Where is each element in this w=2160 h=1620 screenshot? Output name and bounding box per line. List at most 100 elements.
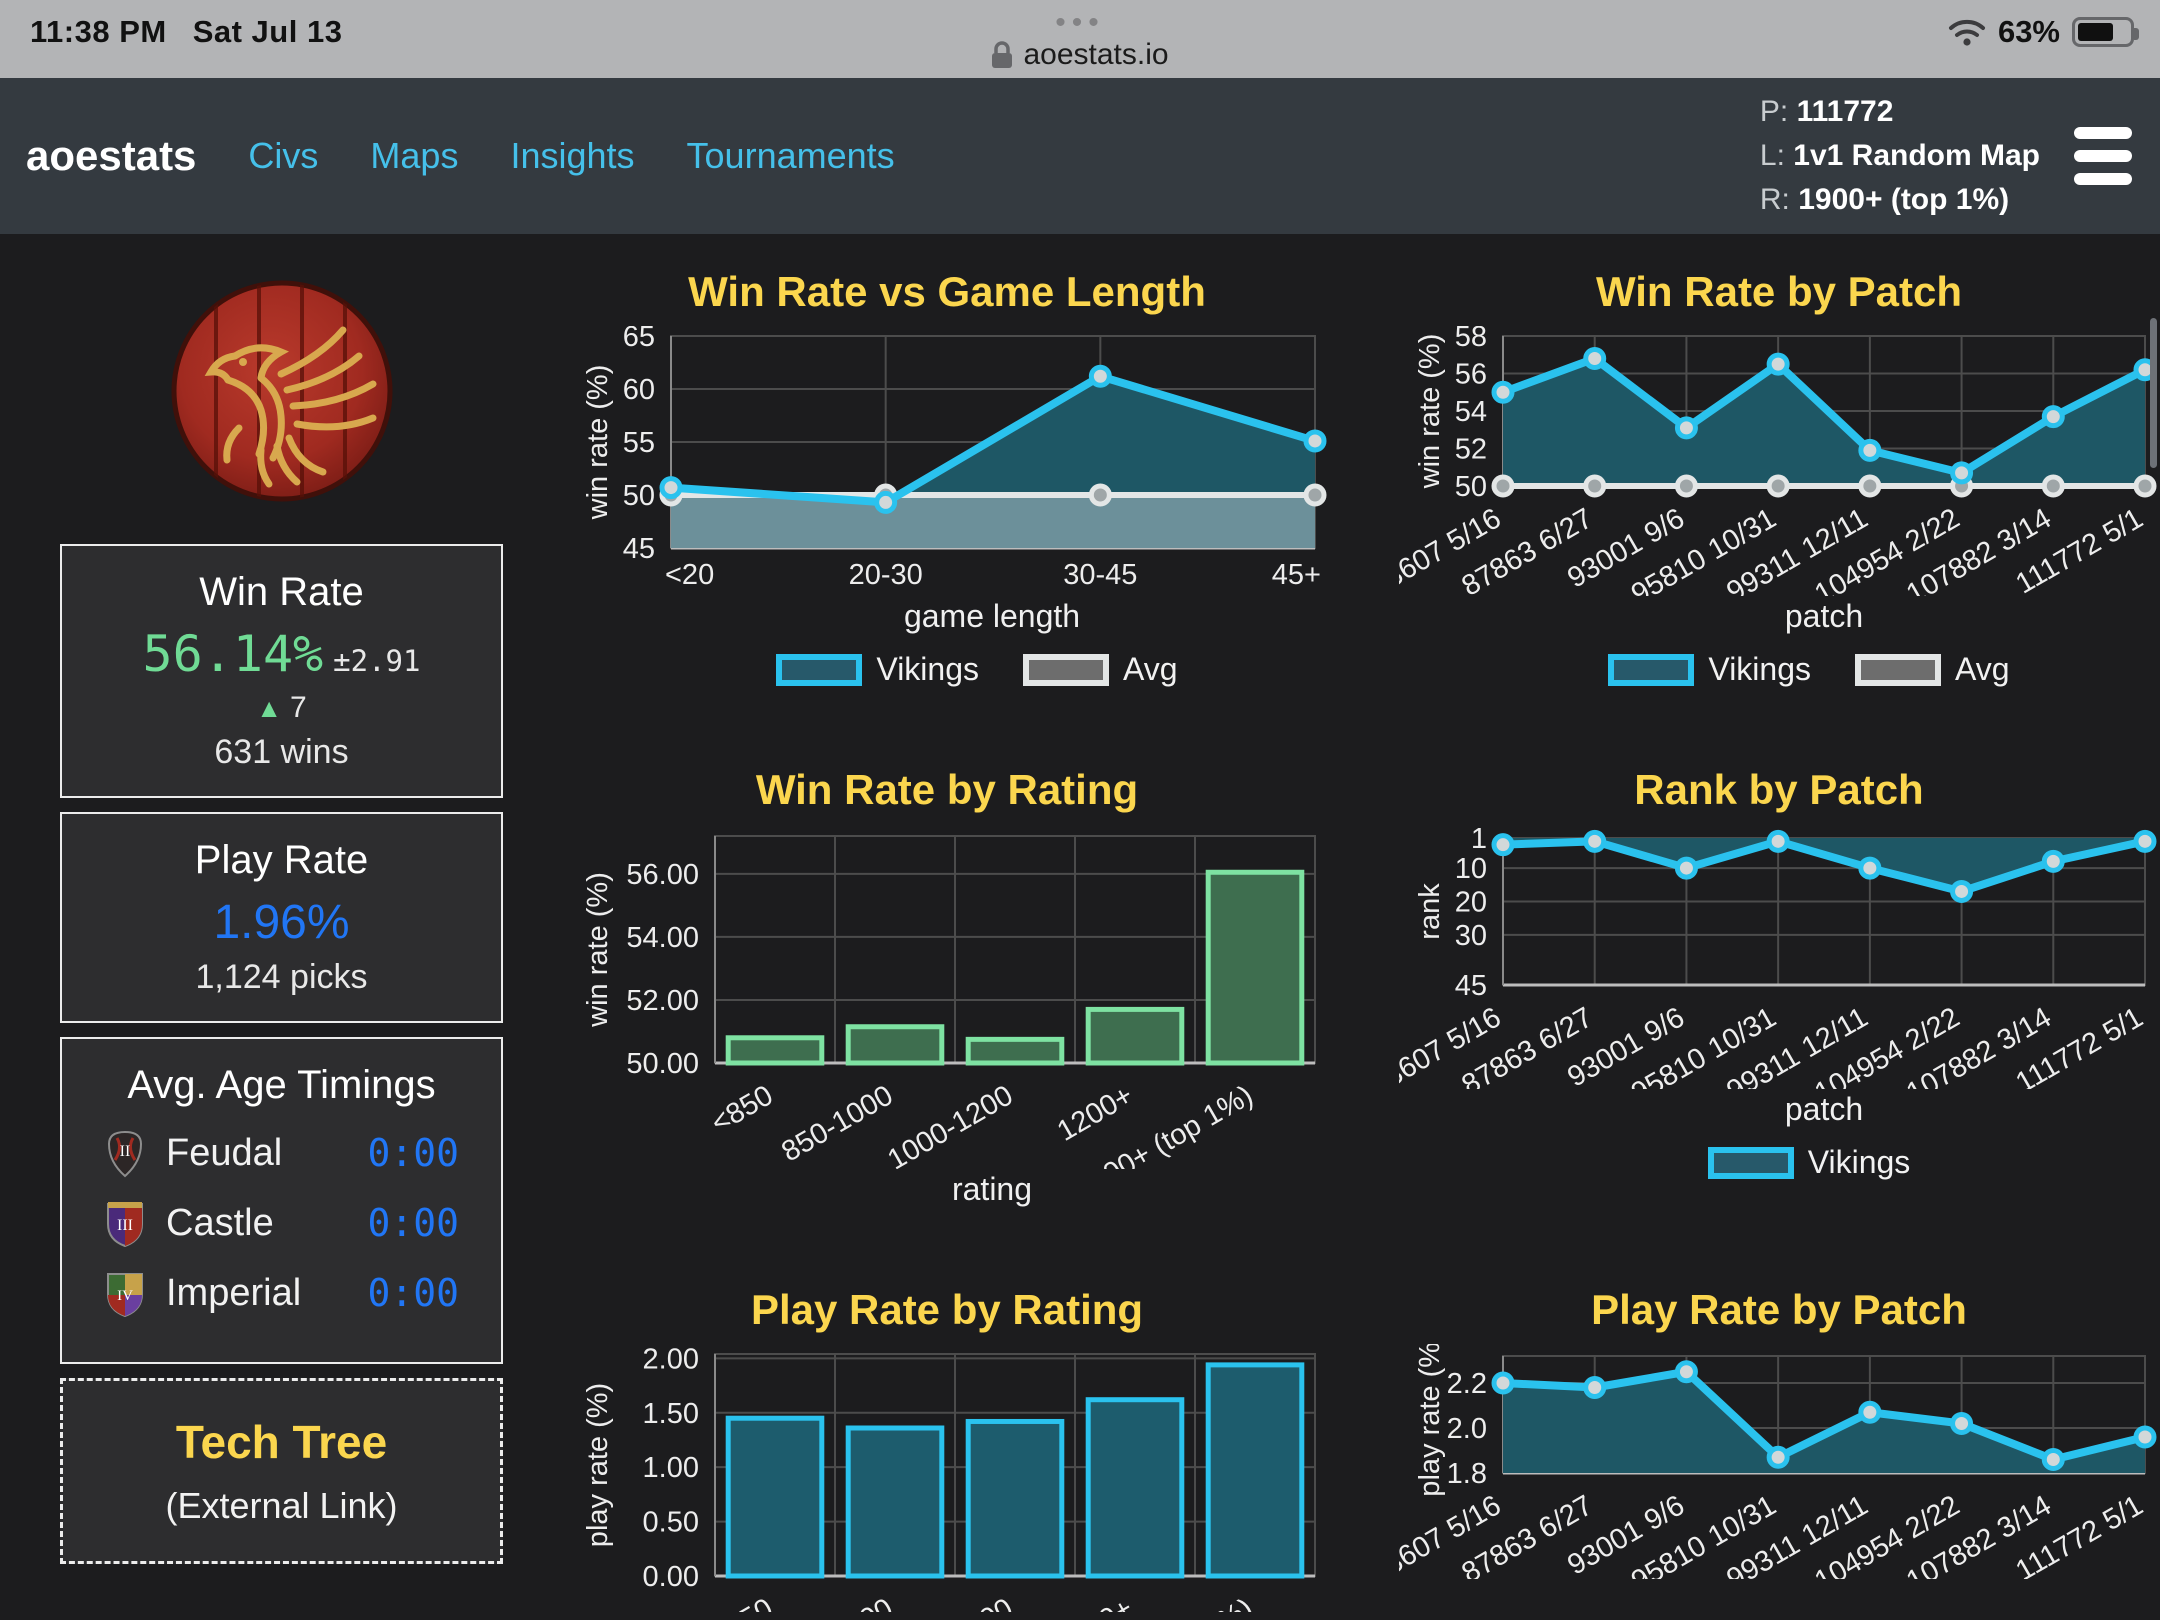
svg-text:30: 30	[1455, 920, 1487, 952]
chart-title: Win Rate vs Game Length	[688, 268, 1206, 315]
nav-link-maps[interactable]: Maps	[370, 135, 459, 176]
svg-text:54: 54	[1455, 396, 1487, 428]
play-rate-by-rating-plot[interactable]: 0.00 0.50 1.00 1.50 2.00 <850850-10001000-120…	[567, 1344, 1327, 1612]
chart-title: Rank by Patch	[1634, 766, 1924, 813]
chart-title: Win Rate by Rating	[755, 766, 1139, 813]
vikings-swatch	[1707, 1146, 1794, 1179]
wifi-icon	[1948, 19, 1985, 46]
svg-text:52.00: 52.00	[626, 985, 699, 1017]
chart-play-rate-by-patch: Play Rate by Patch 1.8 2.0 2.2 83607 5/16 87…	[1399, 1286, 2159, 1579]
tech-tree-title: Tech Tree	[175, 1416, 388, 1468]
win-rate-delta: ▲ 7	[256, 691, 307, 724]
avg-swatch	[1855, 653, 1941, 686]
svg-text:rank: rank	[1414, 883, 1446, 940]
chart-rank-by-patch: Rank by Patch 1 10 20 30 45 83607 5/16 87863 6…	[1399, 766, 2159, 1181]
svg-text:58: 58	[1455, 326, 1487, 353]
svg-text:65: 65	[623, 326, 655, 353]
svg-text:win rate (%): win rate (%)	[582, 872, 614, 1028]
svg-text:play rate (%): play rate (%)	[582, 1383, 614, 1547]
svg-text:45+: 45+	[1272, 559, 1321, 591]
win-rate-by-rating-plot[interactable]: 50.00 52.00 54.00 56.00 <850850-10001000-120…	[567, 824, 1327, 1169]
svg-text:45: 45	[1455, 970, 1487, 1002]
legend-item-vikings[interactable]: Vikings	[1608, 651, 1811, 688]
svg-text:play rate (%): play rate (%)	[1414, 1344, 1446, 1497]
address-bar[interactable]: aoestats.io	[0, 38, 2160, 72]
tab-overview-dots[interactable]: •••	[1055, 6, 1105, 39]
svg-text:50: 50	[623, 480, 655, 512]
age-timings-title: Avg. Age Timings	[127, 1063, 436, 1107]
x-axis-label: game length	[903, 598, 1081, 634]
svg-text:50: 50	[1455, 471, 1487, 503]
imperial-age-icon: IV	[107, 1273, 143, 1318]
svg-text:20: 20	[1455, 886, 1487, 918]
status-time-date: 11:38 PM Sat Jul 13	[30, 14, 342, 50]
vikings-swatch	[776, 653, 863, 686]
svg-text:10: 10	[1455, 853, 1487, 885]
x-axis-label: patch	[1784, 1091, 1864, 1127]
castle-age-row: III Castle 0:00	[76, 1198, 487, 1248]
castle-age-icon: III	[107, 1202, 143, 1248]
nav-link-civs[interactable]: Civs	[248, 135, 319, 176]
scrollbar[interactable]	[2150, 318, 2157, 468]
svg-text:1: 1	[1471, 824, 1487, 855]
svg-text:45: 45	[623, 533, 655, 565]
filter-rating: R: 1900+ (top 1%)	[1759, 183, 2010, 216]
svg-text:2.00: 2.00	[643, 1344, 699, 1375]
filter-ladder: L: 1v1 Random Map	[1759, 139, 2040, 172]
svg-text:1000-1200: 1000-1200	[882, 1592, 1018, 1612]
play-rate-value: 1.96%	[213, 896, 350, 949]
pick-count: 1,124 picks	[195, 958, 368, 996]
svg-text:IV: IV	[117, 1288, 133, 1304]
svg-text:1.00: 1.00	[643, 1452, 699, 1484]
feudal-age-icon: II	[107, 1130, 143, 1178]
tech-tree-link[interactable]: Tech Tree (External Link)	[60, 1378, 503, 1564]
legend: Vikings Avg	[1399, 651, 2159, 688]
nav-links: Civs Maps Insights Tournaments	[248, 135, 894, 177]
filter-patch: P: 111772	[1759, 95, 1894, 128]
win-rate-vs-game-length-plot[interactable]: 45 50 55 60 65 <20 20-30 30-45 45+ win rate (%)	[567, 326, 1327, 596]
svg-text:54.00: 54.00	[626, 922, 699, 954]
legend: Vikings Avg	[567, 651, 1327, 688]
svg-text:win rate (%): win rate (%)	[1414, 334, 1446, 490]
svg-text:2.0: 2.0	[1447, 1413, 1487, 1445]
svg-text:850-1000: 850-1000	[776, 1592, 898, 1612]
legend-item-avg[interactable]: Avg	[1855, 651, 2010, 688]
svg-text:<20: <20	[665, 559, 714, 591]
nav-link-insights[interactable]: Insights	[510, 135, 635, 176]
chart-title: Win Rate by Patch	[1595, 268, 1963, 315]
nav-link-tournaments[interactable]: Tournaments	[686, 135, 895, 176]
svg-text:52: 52	[1455, 434, 1487, 466]
feudal-age-row: II Feudal 0:00	[76, 1128, 487, 1178]
win-rate-card: Win Rate 56.14% ±2.91 ▲ 7 631 wins	[60, 544, 503, 798]
legend-item-vikings[interactable]: Vikings	[1707, 1144, 1910, 1181]
svg-text:20-30: 20-30	[849, 559, 923, 591]
castle-age-label: Castle	[166, 1201, 274, 1244]
menu-icon[interactable]	[2074, 127, 2132, 185]
svg-text:55: 55	[623, 427, 655, 459]
chart-title: Play Rate by Rating	[750, 1286, 1144, 1333]
legend-item-vikings[interactable]: Vikings	[776, 651, 979, 688]
status-right: 63%	[1948, 14, 2139, 50]
legend-item-avg[interactable]: Avg	[1023, 651, 1178, 688]
x-axis-label: patch	[1784, 598, 1864, 634]
svg-text:III: III	[117, 1217, 133, 1234]
win-rate-error: ±2.91	[333, 644, 421, 678]
svg-text:II: II	[120, 1143, 131, 1160]
imperial-age-row: IV Imperial 0:00	[76, 1268, 487, 1318]
play-rate-title: Play Rate	[194, 838, 369, 882]
chart-win-rate-vs-game-length: Win Rate vs Game Length 45 50 55 60 65 <20 20-…	[567, 268, 1327, 688]
brand-logo[interactable]: aoestats	[26, 132, 197, 179]
svg-text:0.00: 0.00	[643, 1561, 699, 1593]
svg-text:50.00: 50.00	[626, 1048, 699, 1080]
battery-icon	[2072, 17, 2139, 47]
svg-text:<850: <850	[706, 1079, 779, 1139]
x-axis-label: rating	[951, 1171, 1033, 1207]
filter-summary: P: 111772 L: 1v1 Random Map R: 1900+ (to…	[1760, 90, 2040, 222]
svg-text:56: 56	[1455, 359, 1487, 391]
chart-win-rate-by-patch: Win Rate by Patch 50 52 54 56 58 83607 5/16 87…	[1399, 268, 2159, 688]
svg-text:850-1000: 850-1000	[776, 1079, 898, 1168]
vikings-emblem	[171, 280, 392, 502]
